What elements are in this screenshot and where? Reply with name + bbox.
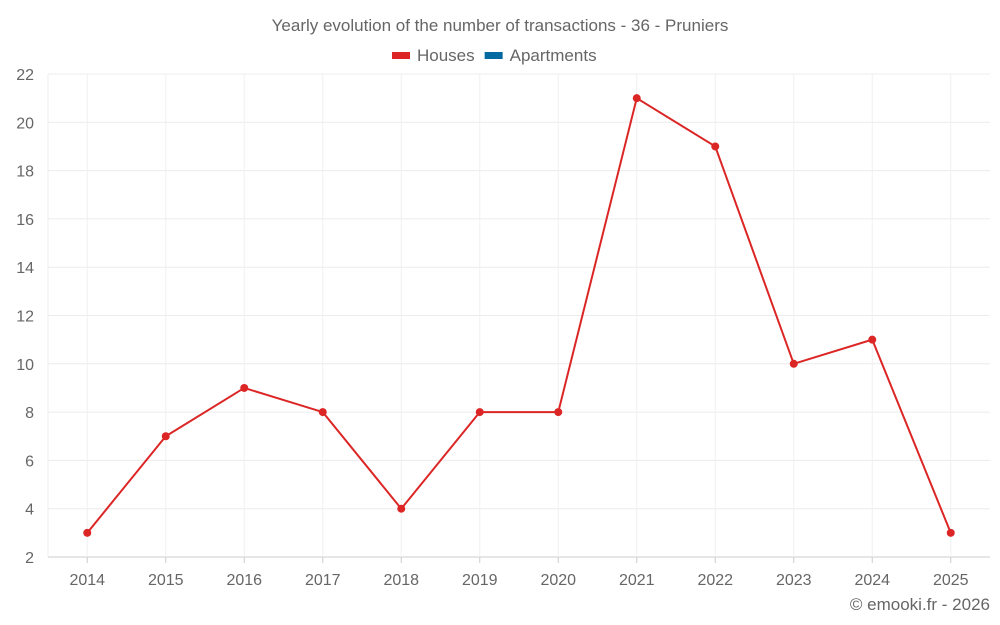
data-point[interactable] <box>475 408 484 417</box>
legend-swatch-houses <box>392 52 410 59</box>
x-tick-label: 2018 <box>383 572 419 589</box>
x-tick-label: 2020 <box>540 572 576 589</box>
series-line-houses <box>86 96 952 534</box>
data-point[interactable] <box>83 528 92 537</box>
y-tick-label: 8 <box>25 405 34 422</box>
y-tick-label: 2 <box>25 550 34 567</box>
y-tick-label: 12 <box>16 309 34 326</box>
grid <box>47 73 990 563</box>
data-point[interactable] <box>554 408 563 417</box>
x-tick-label: 2023 <box>776 572 812 589</box>
data-point[interactable] <box>632 94 641 103</box>
x-tick-label: 2025 <box>933 572 969 589</box>
data-point[interactable] <box>789 359 798 368</box>
chart-title: Yearly evolution of the number of transa… <box>272 16 729 35</box>
series-lines <box>83 94 955 537</box>
x-tick-label: 2017 <box>305 572 341 589</box>
legend: Houses Apartments <box>392 46 597 65</box>
x-tick-label: 2021 <box>619 572 655 589</box>
y-tick-label: 4 <box>25 502 34 519</box>
data-point[interactable] <box>161 432 170 441</box>
data-point[interactable] <box>868 335 877 344</box>
x-tick-label: 2022 <box>697 572 733 589</box>
credit: © emooki.fr - 2026 <box>850 595 990 614</box>
data-point[interactable] <box>397 504 406 513</box>
legend-label-apartments[interactable]: Apartments <box>510 46 597 65</box>
data-point[interactable] <box>946 528 955 537</box>
legend-label-houses[interactable]: Houses <box>417 46 475 65</box>
x-tick-label: 2019 <box>462 572 498 589</box>
y-tick-label: 14 <box>16 260 34 277</box>
y-tick-label: 20 <box>16 115 34 132</box>
data-point[interactable] <box>240 383 249 392</box>
x-tick-label: 2015 <box>148 572 184 589</box>
y-tick-label: 22 <box>16 67 34 84</box>
data-point[interactable] <box>711 142 720 151</box>
y-tick-label: 6 <box>25 453 34 470</box>
x-tick-label: 2016 <box>226 572 262 589</box>
data-point[interactable] <box>318 408 327 417</box>
y-tick-label: 16 <box>16 212 34 229</box>
x-tick-label: 2014 <box>69 572 105 589</box>
y-tick-label: 18 <box>16 164 34 181</box>
y-tick-label: 10 <box>16 357 34 374</box>
x-tick-label: 2024 <box>854 572 890 589</box>
legend-swatch-apartments <box>484 52 503 59</box>
